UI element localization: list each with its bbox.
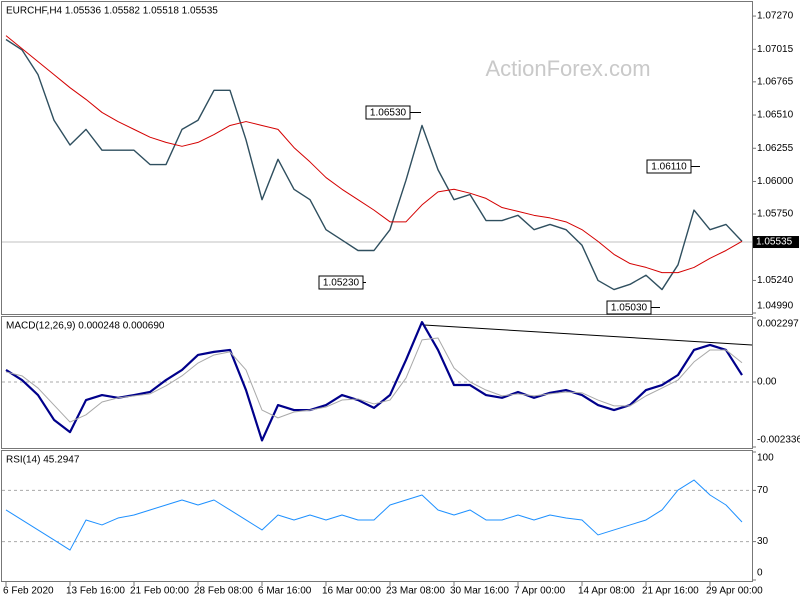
series-line [5,479,743,551]
y-tick-label: 30 [757,536,769,547]
y-tick-label: 70 [757,485,769,496]
y-tick-label: 1.06510 [757,110,794,121]
series-line [5,337,743,423]
x-tick-label: 6 Feb 2020 [3,586,54,597]
price-panel [1,1,753,315]
y-tick-label: 1.05240 [757,275,794,286]
macd-title: MACD(12,26,9) 0.000248 0.000690 [6,321,165,332]
watermark: ActionForex.com [485,56,650,81]
x-tick-label: 28 Feb 08:00 [194,586,253,597]
x-tick-label: 21 Apr 16:00 [642,586,699,597]
y-tick-label: 1.06255 [757,143,794,154]
annotation-box [646,159,692,174]
x-tick-label: 21 Feb 00:00 [130,586,189,597]
x-tick-label: 13 Feb 16:00 [66,586,125,597]
annotation: 1.06530 [370,108,407,119]
rsi-title: RSI(14) 45.2947 [6,455,80,466]
x-tick-label: 16 Mar 00:00 [322,586,381,597]
series-line [5,35,743,274]
y-tick-label: 0.00 [757,377,777,388]
y-tick-label: 0 [757,568,763,579]
macd-panel [1,316,753,449]
x-tick-label: 30 Mar 16:00 [450,586,509,597]
y-tick-label: 1.07270 [757,11,794,22]
trend-line [423,324,753,346]
chart-title: EURCHF,H4 1.05536 1.05582 1.05518 1.0553… [6,6,218,17]
y-tick-label: 0.002297 [757,319,799,330]
annotation-box [606,300,652,315]
last-price-box [753,236,799,249]
series-line [5,38,743,291]
y-tick-label: 100 [757,453,774,464]
y-tick-label: 1.05750 [757,209,794,220]
x-tick-label: 23 Mar 08:00 [386,586,445,597]
y-tick-label: 1.06000 [757,176,794,187]
series-line [5,320,743,442]
x-tick-label: 29 Apr 00:00 [706,586,763,597]
last-price-label: 1.05535 [756,237,793,248]
y-tick-label: 1.06765 [757,76,794,87]
annotation: 1.06110 [651,162,687,173]
x-tick-label: 7 Apr 00:00 [514,586,566,597]
annotation-box [365,105,411,120]
annotation: 1.05230 [323,278,360,289]
rsi-panel [1,450,753,582]
y-tick-label: 1.04990 [757,301,794,312]
y-tick-label: 1.07015 [757,44,794,55]
y-tick-label: -0.002336 [757,435,800,446]
x-tick-label: 14 Apr 08:00 [578,586,635,597]
x-tick-label: 6 Mar 16:00 [258,586,312,597]
annotation-box [318,275,364,290]
annotation: 1.05030 [611,303,648,314]
